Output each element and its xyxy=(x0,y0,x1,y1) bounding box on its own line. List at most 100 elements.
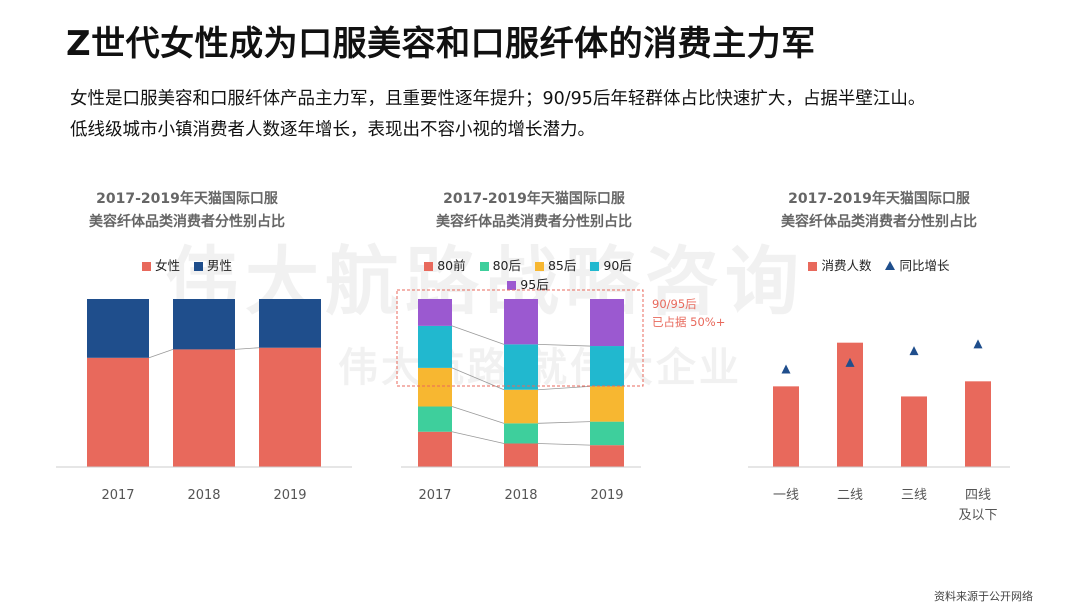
bar xyxy=(965,381,991,467)
legend-swatch xyxy=(808,262,818,271)
bar-segment xyxy=(87,357,149,467)
legend-item-95: 95后 xyxy=(507,274,549,293)
annotation-box xyxy=(396,289,644,387)
chart-legend: 女性 男性 xyxy=(66,255,308,274)
x-tick-label: 2019 xyxy=(590,488,623,503)
bar xyxy=(901,396,927,467)
connector-line xyxy=(451,406,505,424)
x-tick-label: 2018 xyxy=(504,488,537,503)
subtitle-line-1: 女性是口服美容和口服纤体产品主力军，且重要性逐年提升；90/95后年轻群体占比快… xyxy=(70,89,926,109)
legend-label: 女性 xyxy=(154,258,180,273)
bar-segment xyxy=(418,325,452,368)
growth-marker xyxy=(973,339,983,349)
legend-label: 80前 xyxy=(437,258,466,273)
chart-title: 2017-2019年天猫国际口服 美容纤体品类消费者分性别占比 xyxy=(398,188,670,234)
legend-item-female: 女性 xyxy=(141,255,180,274)
legend-item-85: 85后 xyxy=(534,255,577,274)
chart-title: 2017-2019年天猫国际口服 美容纤体品类消费者分性别占比 xyxy=(748,188,1010,234)
x-tick-label: 四线 xyxy=(965,488,991,503)
bar-segment xyxy=(504,423,538,444)
bar-segment xyxy=(504,389,538,424)
legend-swatch xyxy=(141,262,151,271)
bar xyxy=(773,386,799,467)
bar-segment xyxy=(173,349,235,467)
legend-swatch xyxy=(479,262,489,271)
legend-label: 男性 xyxy=(206,258,232,273)
x-tick-label: 一线 xyxy=(773,488,799,503)
growth-marker xyxy=(845,357,855,367)
x-tick-sublabel: 及以下 xyxy=(958,508,997,523)
chart-city-tier: 2017-2019年天猫国际口服 美容纤体品类消费者分性别占比 消费人数 同比增… xyxy=(748,188,1010,528)
legend-label: 消费人数 xyxy=(821,258,872,273)
x-tick-label: 2017 xyxy=(101,488,134,503)
legend-item-male: 男性 xyxy=(193,255,232,274)
legend-marker xyxy=(885,261,896,270)
chart-title-line-2: 美容纤体品类消费者分性别占比 xyxy=(436,214,632,230)
legend-swatch xyxy=(534,262,544,271)
bar-segment xyxy=(504,299,538,345)
legend-item-80post: 80后 xyxy=(479,255,521,274)
connector-line xyxy=(451,325,505,345)
connector-line xyxy=(451,431,505,444)
x-tick-label: 三线 xyxy=(901,488,927,503)
x-tick-label: 2019 xyxy=(273,488,306,503)
x-tick-label: 二线 xyxy=(837,488,863,503)
connector-line xyxy=(537,443,591,446)
chart-title-line-2: 美容纤体品类消费者分性别占比 xyxy=(781,214,977,230)
bar-segment xyxy=(590,421,624,446)
legend-swatch xyxy=(424,262,434,271)
subtitle: 女性是口服美容和口服纤体产品主力军，且重要性逐年提升；90/95后年轻群体占比快… xyxy=(70,84,1070,146)
growth-marker xyxy=(909,346,919,356)
legend-swatch xyxy=(590,262,600,271)
legend-item-80pre: 80前 xyxy=(424,255,466,274)
connector-line xyxy=(451,367,505,391)
legend-label: 同比增长 xyxy=(899,258,950,273)
legend-item-growth: 同比增长 xyxy=(885,255,950,274)
source-note: 资料来源于公开网络 xyxy=(934,590,1033,603)
chart-age: 2017-2019年天猫国际口服 美容纤体品类消费者分性别占比 80前 80后 … xyxy=(396,188,725,518)
watermark-line-2: 伟大航路 就伟大企业 xyxy=(338,345,742,391)
x-tick-label: 2018 xyxy=(187,488,220,503)
growth-marker xyxy=(781,364,791,374)
bar-segment xyxy=(590,346,624,387)
connector-line xyxy=(537,343,591,347)
bar-segment xyxy=(259,299,321,348)
chart-plot: 2017 2018 2019 xyxy=(56,299,352,503)
connector-line xyxy=(234,347,260,350)
bar-segment xyxy=(590,445,624,467)
bar-segment xyxy=(418,299,452,326)
connector-line xyxy=(537,421,591,424)
annotation-label: 已占据 50%+ xyxy=(652,315,725,329)
chart-title-line-1: 2017-2019年天猫国际口服 xyxy=(788,191,970,207)
legend-item-consumers: 消费人数 xyxy=(808,255,872,274)
chart-title-line-1: 2017-2019年天猫国际口服 xyxy=(96,191,278,207)
chart-legend: 80前 80后 85后 90后 95后 xyxy=(398,255,658,293)
legend-label: 90后 xyxy=(603,258,632,273)
bar-segment xyxy=(418,367,452,407)
bar-segment xyxy=(418,431,452,467)
title: Z世代女性成为口服美容和口服纤体的消费主力军 xyxy=(66,24,816,64)
chart-title-line-1: 2017-2019年天猫国际口服 xyxy=(443,191,625,207)
chart-gender: 2017-2019年天猫国际口服 美容纤体品类消费者分性别占比 女性 男性 20… xyxy=(56,188,352,518)
legend-label: 95后 xyxy=(520,277,549,292)
legend-label: 80后 xyxy=(492,258,521,273)
chart-title-line-2: 美容纤体品类消费者分性别占比 xyxy=(89,214,285,230)
bar-segment xyxy=(87,299,149,358)
bar-segment xyxy=(590,386,624,422)
connector-line xyxy=(537,385,591,391)
legend-item-90: 90后 xyxy=(590,255,632,274)
bar-segment xyxy=(590,299,624,347)
bar-segment xyxy=(259,347,321,467)
chart-legend: 消费人数 同比增长 xyxy=(748,255,1010,274)
subtitle-line-2: 低线级城市小镇消费者人数逐年增长，表现出不容小视的增长潜力。 xyxy=(70,120,595,140)
bar-segment xyxy=(173,299,235,350)
legend-label: 85后 xyxy=(547,258,577,273)
legend-swatch xyxy=(507,281,517,290)
bar-segment xyxy=(504,443,538,467)
annotation-label: 90/95后 xyxy=(652,297,697,311)
x-tick-label: 2017 xyxy=(418,488,451,503)
bar-segment xyxy=(504,344,538,390)
chart-title: 2017-2019年天猫国际口服 美容纤体品类消费者分性别占比 xyxy=(66,188,308,234)
bar-segment xyxy=(418,406,452,432)
